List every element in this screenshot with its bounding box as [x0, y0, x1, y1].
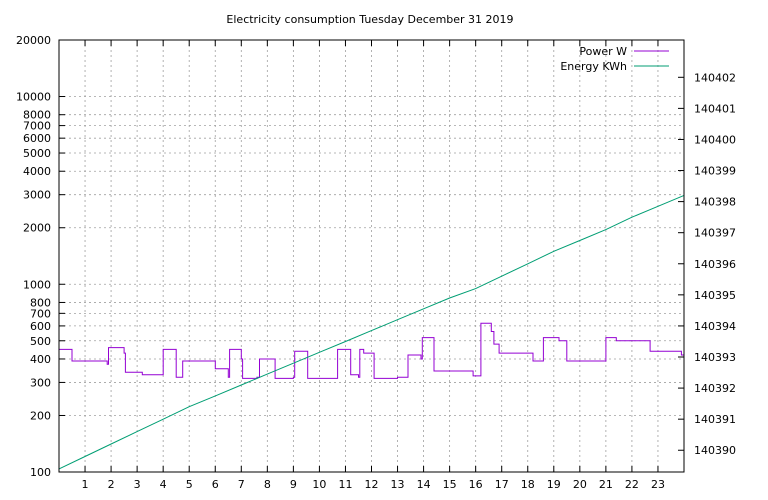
tick-marks	[59, 39, 684, 473]
x-tick-label: 1	[82, 478, 89, 491]
right-y-tick-label: 140391	[694, 413, 736, 426]
left-y-tick-label: 600	[30, 320, 51, 333]
x-tick-label: 21	[599, 478, 613, 491]
right-y-tick-label: 140393	[694, 351, 736, 364]
chart-title: Electricity consumption Tuesday December…	[226, 13, 513, 26]
x-tick-label: 2	[108, 478, 115, 491]
right-y-tick-label: 140402	[694, 71, 736, 84]
legend: Power W Energy KWh	[560, 45, 669, 73]
right-y-tick-label: 140396	[694, 258, 736, 271]
left-y-tick-label: 8000	[23, 109, 51, 122]
right-y-tick-label: 140395	[694, 289, 736, 302]
left-y-tick-label: 500	[30, 335, 51, 348]
x-tick-label: 11	[338, 478, 352, 491]
x-tick-label: 15	[443, 478, 457, 491]
chart-series	[58, 194, 685, 470]
left-y-tick-label: 700	[30, 307, 51, 320]
right-y-tick-label: 140397	[694, 227, 736, 240]
right-y-tick-label: 140401	[694, 102, 736, 115]
x-tick-label: 12	[365, 478, 379, 491]
x-tick-label: 16	[469, 478, 483, 491]
left-y-tick-label: 20000	[16, 34, 51, 47]
energy-kwh-line	[58, 194, 685, 470]
x-tick-label: 23	[651, 478, 665, 491]
left-y-tick-label: 5000	[23, 147, 51, 160]
left-y-tick-label: 200	[30, 409, 51, 422]
x-tick-label: 5	[186, 478, 193, 491]
x-tick-label: 7	[238, 478, 245, 491]
x-axis-tick-labels: 1 2 3 4 5 6 7 8 9 10 11 12 13 14 15 16 17 18 19 20 21 22 23	[82, 478, 665, 491]
left-y-tick-label: 1000	[23, 278, 51, 291]
right-y-tick-label: 140392	[694, 382, 736, 395]
left-y-tick-label: 6000	[23, 132, 51, 145]
left-y-tick-label: 300	[30, 376, 51, 389]
x-tick-label: 20	[573, 478, 587, 491]
left-y-tick-label: 3000	[23, 189, 51, 202]
right-y-tick-label: 140400	[694, 133, 736, 146]
x-tick-label: 14	[417, 478, 431, 491]
left-y-tick-label: 100	[30, 466, 51, 479]
left-y-tick-label: 10000	[16, 91, 51, 104]
right-y-tick-label: 140394	[694, 320, 736, 333]
x-tick-label: 19	[547, 478, 561, 491]
right-y-tick-label: 140398	[694, 196, 736, 209]
legend-label: Power W	[579, 45, 627, 58]
grid-lines	[59, 39, 684, 473]
plot-border	[58, 39, 685, 473]
x-tick-label: 10	[312, 478, 326, 491]
x-tick-label: 22	[625, 478, 639, 491]
x-tick-label: 3	[134, 478, 141, 491]
legend-label: Energy KWh	[560, 60, 627, 73]
left-y-tick-label: 800	[30, 296, 51, 309]
power-w-line	[59, 322, 684, 379]
x-tick-label: 9	[290, 478, 297, 491]
x-tick-label: 13	[391, 478, 405, 491]
right-y-tick-label: 140390	[694, 444, 736, 457]
x-tick-label: 6	[212, 478, 219, 491]
right-y-tick-label: 140399	[694, 165, 736, 178]
x-tick-label: 8	[264, 478, 271, 491]
x-tick-label: 18	[521, 478, 535, 491]
left-y-tick-label: 2000	[23, 222, 51, 235]
right-axis-tick-labels: 140390 140391 140392 140393 140394 140395 1403…	[694, 71, 736, 457]
x-tick-label: 17	[495, 478, 509, 491]
left-y-tick-label: 400	[30, 353, 51, 366]
left-y-tick-label: 4000	[23, 165, 51, 178]
x-tick-label: 4	[160, 478, 167, 491]
left-y-tick-label: 7000	[23, 120, 51, 133]
